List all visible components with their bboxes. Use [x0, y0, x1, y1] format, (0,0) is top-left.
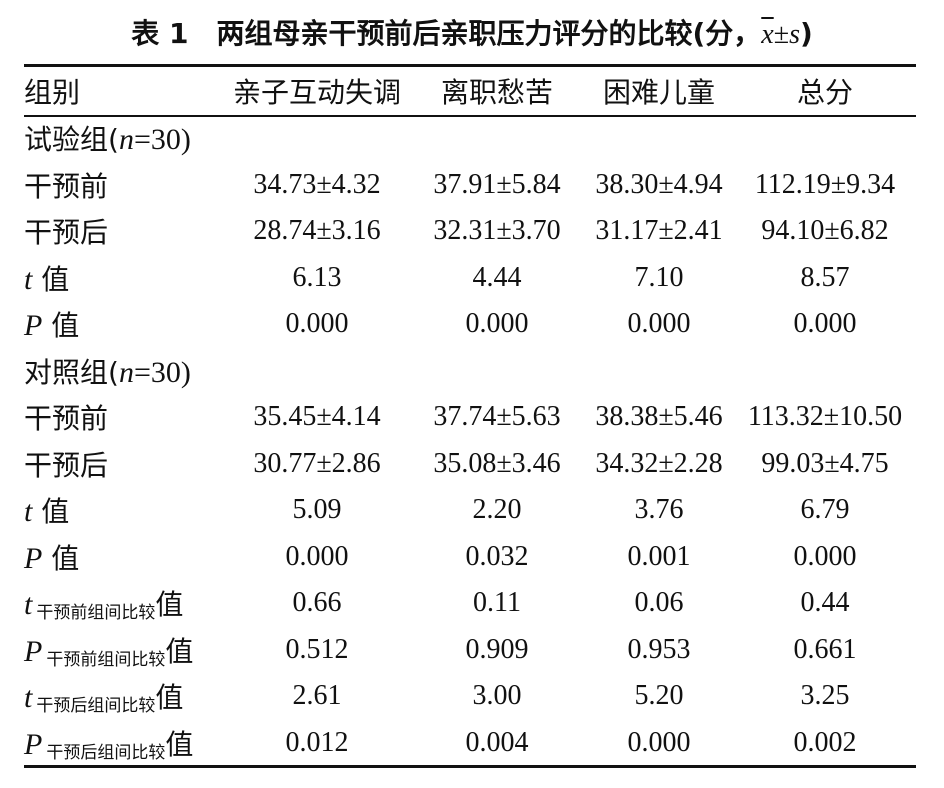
- cell: 34.32±2.28: [595, 447, 723, 479]
- cell: 0.000: [285, 308, 349, 340]
- table-row: 干预后 30.77±2.86 35.08±3.46 34.32±2.28 99.…: [24, 441, 916, 488]
- row-label-p: P 值: [24, 309, 80, 343]
- title-close-paren: ): [799, 17, 813, 50]
- cell: 0.66: [292, 587, 342, 619]
- header-total: 总分: [796, 75, 853, 109]
- cell: 113.32±10.50: [747, 401, 903, 433]
- cell: 0.000: [793, 308, 857, 340]
- row-label-after: 干预后: [24, 216, 109, 250]
- group-row-test: 试验组(n=30): [24, 115, 916, 162]
- table-title-text: 两组母亲干预前后亲职压力评分的比较(分，: [216, 17, 762, 50]
- group-label-control: 对照组(n=30): [24, 355, 191, 389]
- cell: 3.25: [800, 680, 850, 712]
- row-label-p-before-between: P 干预前组间比较值: [24, 634, 194, 670]
- row-label-t: t 值: [24, 495, 70, 529]
- comparison-table: 组别 亲子互动失调 离职愁苦 困难儿童 总分 试验组(n=30) 干预前 34.…: [24, 66, 916, 766]
- row-label-before: 干预前: [24, 402, 109, 436]
- cell: 35.45±4.14: [253, 401, 381, 433]
- cell: 0.909: [465, 633, 529, 665]
- cell: 0.953: [627, 633, 691, 665]
- table-title: 表 1 两组母亲干预前后亲职压力评分的比较(分，x±s): [0, 10, 944, 58]
- header-group: 组别: [24, 75, 81, 109]
- cell: 0.512: [285, 633, 349, 665]
- cell: 2.61: [292, 680, 342, 712]
- cell: 4.44: [472, 261, 522, 293]
- cell: 0.032: [465, 540, 529, 572]
- cell: 30.77±2.86: [253, 447, 381, 479]
- row-label-t-before-between: t 干预前组间比较值: [24, 588, 184, 624]
- table-row: P 干预前组间比较值 0.512 0.909 0.953 0.661: [24, 627, 916, 674]
- table-row: t 干预后组间比较值 2.61 3.00 5.20 3.25: [24, 673, 916, 720]
- cell: 6.13: [292, 261, 342, 293]
- table-row: P 干预后组间比较值 0.012 0.004 0.000 0.002: [24, 720, 916, 767]
- row-label-after: 干预后: [24, 448, 109, 482]
- row-label-t-after-between: t 干预后组间比较值: [24, 681, 184, 717]
- cell: 112.19±9.34: [754, 168, 896, 200]
- top-rule: [24, 64, 916, 67]
- cell: 5.20: [634, 680, 684, 712]
- cell: 6.79: [800, 494, 850, 526]
- cell: 2.20: [472, 494, 522, 526]
- header-row: 组别 亲子互动失调 离职愁苦 困难儿童 总分: [24, 66, 916, 115]
- cell: 0.000: [627, 726, 691, 758]
- row-label-before: 干预前: [24, 169, 109, 203]
- header-interaction: 亲子互动失调: [232, 75, 401, 109]
- cell: 38.30±4.94: [595, 168, 723, 200]
- cell: 94.10±6.82: [761, 215, 889, 247]
- table-number: 表 1: [131, 17, 189, 50]
- cell: 3.76: [634, 494, 684, 526]
- cell: 0.002: [793, 726, 857, 758]
- cell: 99.03±4.75: [761, 447, 889, 479]
- cell: 0.000: [465, 308, 529, 340]
- row-label-p-after-between: P 干预后组间比较值: [24, 727, 194, 763]
- row-label-t: t 值: [24, 262, 70, 296]
- cell: 8.57: [800, 261, 850, 293]
- cell: 34.73±4.32: [253, 168, 381, 200]
- table-row: t 值 5.09 2.20 3.76 6.79: [24, 487, 916, 534]
- bottom-rule: [24, 765, 916, 768]
- cell: 7.10: [634, 261, 684, 293]
- header-difficult-child: 困难儿童: [602, 75, 715, 109]
- cell: 28.74±3.16: [253, 215, 381, 247]
- cell: 0.004: [465, 726, 529, 758]
- mean-symbol: x: [761, 19, 774, 50]
- header-distress: 离职愁苦: [440, 75, 553, 109]
- cell: 37.91±5.84: [433, 168, 561, 200]
- table-row: t 值 6.13 4.44 7.10 8.57: [24, 255, 916, 302]
- table-row: t 干预前组间比较值 0.66 0.11 0.06 0.44: [24, 580, 916, 627]
- cell: 31.17±2.41: [595, 215, 723, 247]
- cell: 38.38±5.46: [595, 401, 723, 433]
- row-label-p: P 值: [24, 541, 80, 575]
- table-row: 干预后 28.74±3.16 32.31±3.70 31.17±2.41 94.…: [24, 208, 916, 255]
- table-row: P 值 0.000 0.032 0.001 0.000: [24, 534, 916, 581]
- table-row: 干预前 35.45±4.14 37.74±5.63 38.38±5.46 113…: [24, 394, 916, 441]
- table-row: P 值 0.000 0.000 0.000 0.000: [24, 301, 916, 348]
- cell: 0.06: [634, 587, 684, 619]
- cell: 35.08±3.46: [433, 447, 561, 479]
- cell: 5.09: [292, 494, 342, 526]
- cell: 32.31±3.70: [433, 215, 561, 247]
- cell: 0.000: [793, 540, 857, 572]
- table-row: 干预前 34.73±4.32 37.91±5.84 38.30±4.94 112…: [24, 162, 916, 209]
- sd-symbol: s: [789, 19, 800, 50]
- cell: 0.44: [800, 587, 850, 619]
- cell: 0.001: [627, 540, 691, 572]
- group-row-control: 对照组(n=30): [24, 348, 916, 395]
- plus-minus-symbol: ±: [773, 19, 790, 50]
- cell: 0.012: [285, 726, 349, 758]
- cell: 0.11: [473, 587, 521, 619]
- header-rule: [24, 115, 916, 117]
- cell: 0.661: [793, 633, 857, 665]
- cell: 0.000: [627, 308, 691, 340]
- cell: 0.000: [285, 540, 349, 572]
- cell: 37.74±5.63: [433, 401, 561, 433]
- cell: 3.00: [472, 680, 522, 712]
- group-label-test: 试验组(n=30): [24, 123, 191, 157]
